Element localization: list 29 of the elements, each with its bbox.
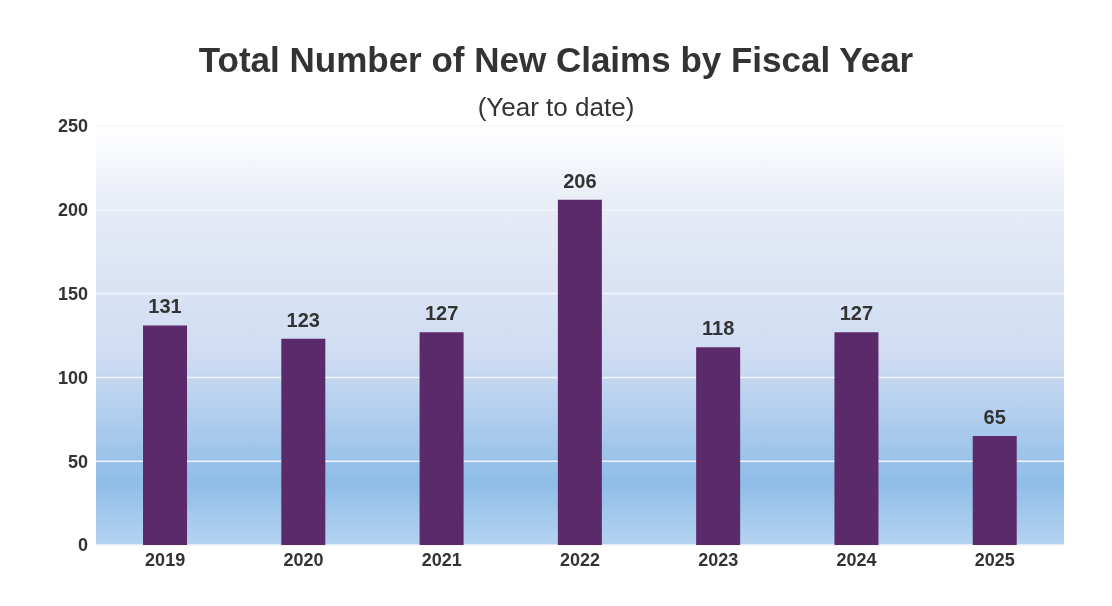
bar — [281, 338, 326, 545]
y-tick-label: 250 — [57, 116, 88, 137]
y-tick-label: 150 — [57, 283, 88, 304]
x-tick-label: 2023 — [698, 549, 739, 570]
data-label: 127 — [424, 302, 459, 325]
bar — [696, 347, 741, 545]
x-tick-label: 2025 — [974, 549, 1015, 570]
x-tick-label: 2022 — [559, 549, 601, 570]
x-tick-label: 2021 — [421, 549, 462, 570]
chart-title: Total Number of New Claims by Fiscal Year — [197, 40, 915, 80]
y-tick-label: 0 — [77, 535, 88, 556]
y-tick-label: 100 — [57, 367, 88, 388]
bar — [143, 325, 188, 545]
bar — [419, 332, 464, 545]
bar — [972, 436, 1017, 545]
data-label: 127 — [839, 302, 874, 325]
data-label: 123 — [286, 308, 320, 331]
data-label: 131 — [148, 295, 182, 318]
bar — [834, 332, 879, 545]
data-label: 206 — [563, 169, 597, 192]
x-tick-label: 2024 — [836, 549, 877, 570]
x-tick-label: 2020 — [283, 549, 324, 570]
data-label: 118 — [702, 317, 735, 340]
y-tick-label: 200 — [57, 200, 88, 221]
bar — [557, 199, 602, 545]
data-label: 65 — [983, 406, 1006, 429]
y-tick-label: 50 — [67, 451, 88, 472]
x-tick-label: 2019 — [145, 549, 186, 570]
chart-subtitle: (Year to date) — [477, 92, 635, 122]
